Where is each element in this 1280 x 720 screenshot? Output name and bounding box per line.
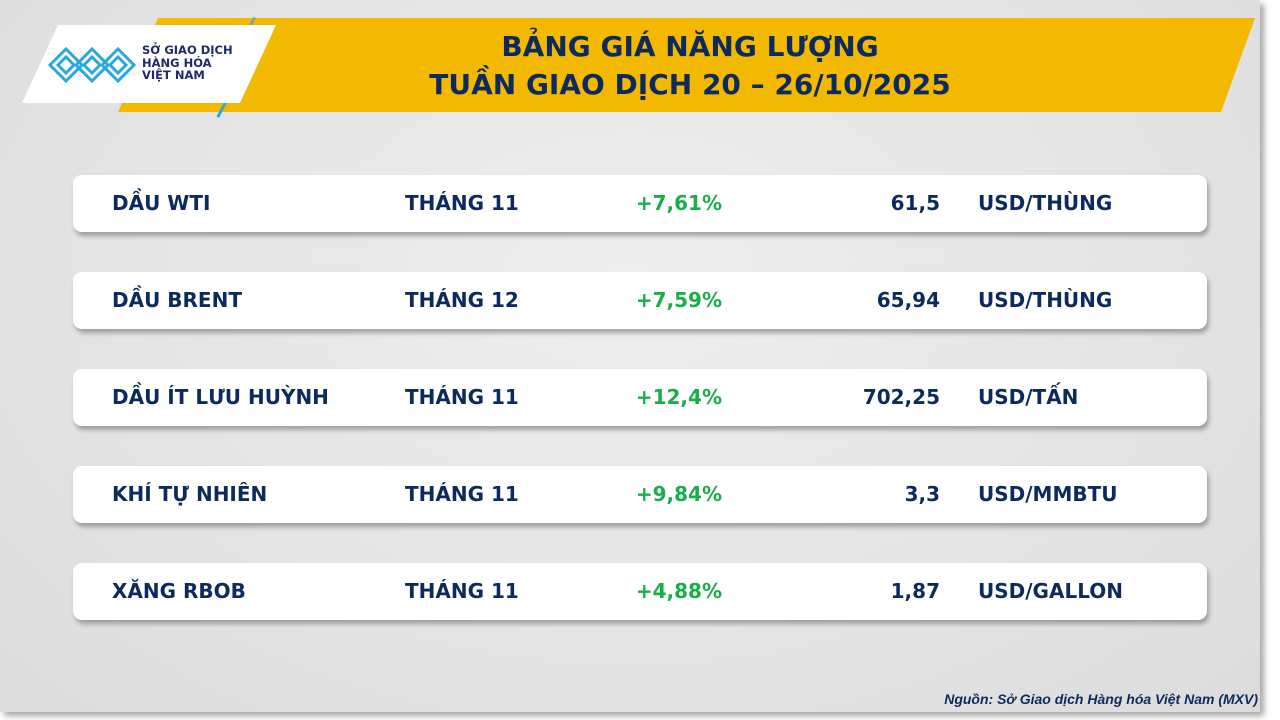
weekly-change: +7,61% (635, 191, 722, 215)
price-unit: USD/THÙNG (978, 288, 1113, 312)
commodity-name: XĂNG RBOB (112, 579, 246, 603)
logo-line: HÀNG HÓA (142, 55, 212, 70)
price-unit: USD/GALLON (978, 579, 1123, 603)
price-row: DẦU ÍT LƯU HUỲNH THÁNG 11 +12,4% 702,25 USD/… (73, 369, 1207, 426)
logo-line: VIỆT NAM (142, 68, 205, 82)
title-line-2: TUẦN GIAO DỊCH 20 – 26/10/2025 (429, 68, 951, 101)
commodity-name: KHÍ TỰ NHIÊN (112, 482, 268, 506)
price-row: KHÍ TỰ NHIÊN THÁNG 11 +9,84% 3,3 USD/MMBTU (73, 466, 1207, 523)
logo-line: SỞ GIAO DỊCH (142, 43, 233, 57)
contract-month: THÁNG 11 (405, 579, 519, 603)
price-value: 61,5 (890, 191, 940, 215)
contract-month: THÁNG 11 (405, 191, 519, 215)
weekly-change: +9,84% (635, 482, 722, 506)
price-row: XĂNG RBOB THÁNG 11 +4,88% 1,87 USD/GALLON (73, 563, 1207, 620)
weekly-change: +7,59% (635, 288, 722, 312)
price-value: 1,87 (890, 579, 940, 603)
page-title: BẢNG GIÁ NĂNG LƯỢNG TUẦN GIAO DỊCH 20 – … (300, 28, 1080, 104)
price-row: DẦU BRENT THÁNG 12 +7,59% 65,94 USD/THÙNG (73, 272, 1207, 329)
price-unit: USD/TẤN (978, 385, 1079, 409)
logo-text: SỞ GIAO DỊCH HÀNG HÓA VIỆT NAM (142, 44, 233, 82)
logo-card (22, 25, 276, 103)
price-unit: USD/THÙNG (978, 191, 1113, 215)
price-row: DẦU WTI THÁNG 11 +7,61% 61,5 USD/THÙNG (73, 175, 1207, 232)
price-value: 65,94 (876, 288, 940, 312)
price-unit: USD/MMBTU (978, 482, 1118, 506)
commodity-name: DẦU BRENT (112, 288, 242, 312)
commodity-name: DẦU WTI (112, 191, 211, 215)
weekly-change: +4,88% (635, 579, 722, 603)
contract-month: THÁNG 11 (405, 482, 519, 506)
source-note: Nguồn: Sở Giao dịch Hàng hóa Việt Nam (M… (944, 691, 1258, 707)
weekly-change: +12,4% (635, 385, 722, 409)
contract-month: THÁNG 11 (405, 385, 519, 409)
mxv-logo-icon (48, 46, 136, 84)
price-value: 3,3 (904, 482, 940, 506)
title-banner (118, 18, 1255, 112)
price-value: 702,25 (862, 385, 940, 409)
title-line-1: BẢNG GIÁ NĂNG LƯỢNG (501, 30, 879, 63)
commodity-name: DẦU ÍT LƯU HUỲNH (112, 385, 329, 409)
contract-month: THÁNG 12 (405, 288, 519, 312)
